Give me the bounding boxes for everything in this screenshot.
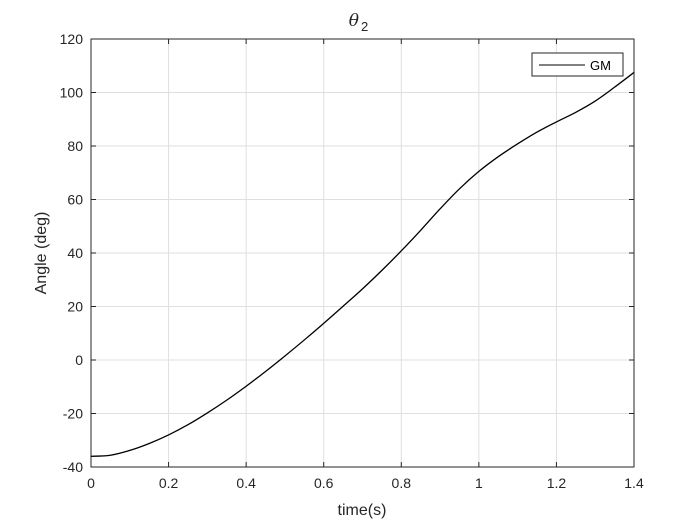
chart-title-subscript: 2 [361,19,368,34]
y-tick-label: -40 [63,459,83,475]
x-tick-label: 1.4 [624,475,644,491]
series-layer [90,71,635,457]
x-tick-label: 0 [87,475,95,491]
y-tick-label: 40 [67,245,83,261]
chart-title: θ 2 [349,11,368,34]
x-tick-label: 0.6 [314,475,334,491]
x-tick-labels: 0 0.2 0.4 0.6 0.8 1 1.2 1.4 [87,475,644,491]
y-tick-label: 60 [67,192,83,208]
x-tick-label: 1 [475,475,483,491]
y-tick-labels: -40 -20 0 20 40 60 80 100 120 [60,31,84,475]
x-tick-label: 0.2 [159,475,179,491]
x-axis-label: time(s) [338,502,387,519]
y-tick-label: -20 [63,406,83,422]
y-tick-label: 120 [60,31,84,47]
y-tick-label: 20 [67,299,83,315]
x-tick-label: 1.2 [547,475,567,491]
legend-label-gm: GM [590,58,611,73]
chart-title-main: θ [349,11,359,31]
x-tick-label: 0.4 [236,475,256,491]
y-tick-label: 80 [67,138,83,154]
tick-marks [90,38,635,468]
y-tick-label: 0 [75,352,83,368]
legend: GM [531,52,624,77]
x-tick-label: 0.8 [392,475,412,491]
y-tick-label: 100 [60,85,84,101]
y-axis-label: Angle (deg) [33,212,50,295]
series-line-gm [90,71,635,457]
